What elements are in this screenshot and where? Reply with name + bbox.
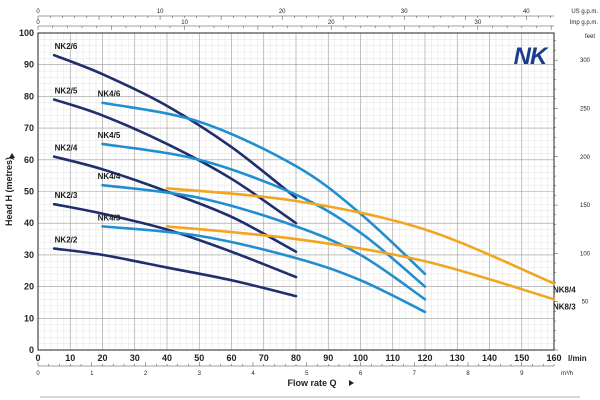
series-label-nk4-5: NK4/5 [98,131,121,140]
impgpm-unit-label: Imp g.p.m. [570,20,599,26]
series-label-nk2-5: NK2/5 [55,87,78,96]
y-tick-label: 40 [24,218,34,228]
series-line-nk8-3 [165,225,556,301]
usgpm-tick-label: 10 [157,9,164,15]
m3h-tick-label: 2 [144,371,148,377]
x-unit-label: l/min [568,354,587,363]
x-tick-label: 150 [514,353,529,363]
series-label-nk2-2: NK2/2 [55,236,78,245]
series-lines [52,53,556,314]
axes: 0 10 20 30 40 50 60 70 80 90 100 110 120 130 140 150 160… [4,9,599,398]
series-label-nk2-6: NK2/6 [55,42,78,51]
series-line-nk4-3 [101,225,427,314]
series-label-nk8-3: NK8/3 [553,302,576,311]
brand-logo: NK [514,43,550,70]
usgpm-unit-label: US g.p.m. [571,9,598,15]
m3h-tick-label: 4 [251,371,255,377]
m3h-tick-label: 3 [198,371,202,377]
y-tick-label: 30 [24,250,34,260]
y-tick-label: 70 [24,123,34,133]
x-tick-label: 100 [353,353,368,363]
series-label-nk2-4: NK2/4 [55,144,78,153]
feet-tick-label: 100 [580,251,591,257]
series-line-nk8-4 [165,187,556,285]
x-tick-label: 20 [97,353,107,363]
series-line-nk4-4 [101,183,427,301]
usgpm-tick-label: 30 [401,9,408,15]
feet-tick-label: 50 [582,300,589,306]
x-tick-label: 50 [194,353,204,363]
series-label-nk4-4: NK4/4 [98,172,121,181]
x-tick-label: 110 [385,353,400,363]
impgpm-tick-label: 10 [181,20,188,26]
usgpm-tick-label: 0 [36,9,40,15]
y-tick-label: 20 [24,282,34,292]
feet-unit-label: feet [585,34,595,40]
x-axis-arrow-icon [349,380,354,386]
m3h-tick-label: 1 [90,371,94,377]
series-labels: NK2/6 NK2/5 NK2/4 NK2/3 NK2/2 NK4/6 NK4/5 NK4/4… [55,42,577,311]
series-line-nk2-6 [52,53,298,200]
m3h-tick-label: 6 [359,371,363,377]
y-tick-label: 10 [24,313,34,323]
usgpm-tick-label: 40 [523,9,530,15]
impgpm-tick-label: 30 [474,20,481,26]
y-tick-label: 100 [19,28,34,38]
x-tick-label: 90 [323,353,333,363]
plot-frame [37,32,555,351]
m3h-unit-label: m³/h [561,371,573,377]
y-axis-title: Head H (metres) [4,157,14,226]
y-axis-arrow-icon [9,153,15,158]
x-tick-label: 120 [417,353,432,363]
series-label-nk4-6: NK4/6 [98,90,121,99]
m3h-tick-label: 9 [520,371,524,377]
x-tick-label: 60 [226,353,236,363]
series-label-nk4-3: NK4/3 [98,213,121,222]
m3h-tick-label: 7 [413,371,417,377]
usgpm-tick-label: 20 [279,9,286,15]
impgpm-tick-label: 20 [328,20,335,26]
feet-tick-label: 200 [580,155,591,161]
series-line-nk2-3 [52,202,298,279]
feet-tick-label: 250 [580,106,591,112]
y-tick-label: 50 [24,187,34,197]
y-tick-label: 0 [29,345,34,355]
y-tick-label: 60 [24,155,34,165]
x-tick-label: 40 [162,353,172,363]
x-tick-label: 160 [546,353,561,363]
x-tick-label: 70 [259,353,269,363]
m3h-tick-label: 0 [36,371,40,377]
series-line-nk2-5 [52,98,298,225]
y-tick-label: 80 [24,91,34,101]
x-tick-label: 10 [65,353,75,363]
feet-tick-label: 300 [580,58,591,64]
x-axis-title: Flow rate Q [287,378,336,388]
series-line-nk4-5 [101,142,427,288]
y-tick-label: 90 [24,60,34,70]
x-tick-label: 140 [482,353,497,363]
x-tick-label: 0 [35,353,40,363]
series-label-nk8-4: NK8/4 [553,285,576,294]
m3h-tick-label: 8 [466,371,470,377]
impgpm-tick-label: 0 [36,20,40,26]
x-tick-label: 80 [291,353,301,363]
x-tick-label: 130 [450,353,465,363]
feet-tick-label: 150 [580,203,591,209]
m3h-tick-label: 5 [305,371,309,377]
nk-logo: NK [514,43,549,70]
x-tick-label: 30 [130,353,140,363]
series-label-nk2-3: NK2/3 [55,191,78,200]
series-line-nk2-2 [52,247,298,298]
series-line-nk4-6 [101,101,427,276]
